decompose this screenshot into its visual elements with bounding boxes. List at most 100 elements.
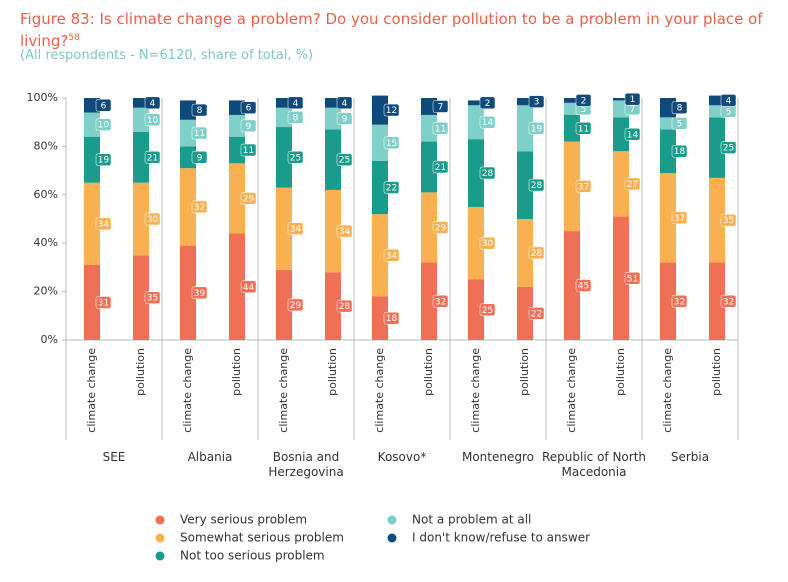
data-label: 2 xyxy=(581,96,587,106)
group-label: Serbia xyxy=(670,450,710,464)
data-label-box xyxy=(671,144,688,158)
data-label-box xyxy=(95,217,112,231)
data-label-box xyxy=(671,211,688,225)
data-label-box xyxy=(144,212,161,226)
data-label-box xyxy=(336,153,353,166)
data-label-box xyxy=(479,236,496,250)
legend-label: Not too serious problem xyxy=(180,549,325,563)
bar-segment xyxy=(613,117,629,152)
data-label-box xyxy=(240,119,257,133)
data-label: 8 xyxy=(293,113,299,123)
data-label: 25 xyxy=(339,156,350,166)
bar-segment xyxy=(517,151,533,219)
data-label: 37 xyxy=(674,214,685,224)
bar-segment xyxy=(133,131,149,183)
bar-segment xyxy=(564,98,580,103)
bar-segment xyxy=(709,95,725,106)
data-label-box xyxy=(528,178,545,192)
bar-segment xyxy=(84,112,100,137)
x-tick-label: pollution xyxy=(134,348,147,396)
bar-segment xyxy=(229,136,245,164)
data-label-box xyxy=(624,92,641,106)
legend-swatch xyxy=(155,551,165,561)
data-label: 25 xyxy=(482,306,493,316)
data-label-box xyxy=(95,118,112,131)
data-label-box xyxy=(528,307,545,320)
data-label-box xyxy=(191,126,208,140)
data-label-box xyxy=(191,200,208,214)
bar-segment xyxy=(564,231,580,340)
data-label-box xyxy=(336,112,353,125)
data-label: 32 xyxy=(674,297,685,307)
bar-segment xyxy=(660,173,676,263)
data-label: 29 xyxy=(290,301,302,311)
bar-segment xyxy=(180,119,196,147)
legend-swatch xyxy=(155,533,165,543)
data-label: 31 xyxy=(98,298,109,308)
bar-segment xyxy=(709,117,725,178)
data-label-box xyxy=(240,280,257,294)
data-label-box xyxy=(671,117,688,130)
data-label-box xyxy=(720,94,737,107)
bar-segment xyxy=(133,98,149,108)
data-label-box xyxy=(575,279,592,292)
data-label: 5 xyxy=(581,105,587,115)
data-label-box xyxy=(287,151,304,164)
data-label: 11 xyxy=(194,129,205,139)
data-label: 44 xyxy=(243,283,255,293)
data-label: 27 xyxy=(627,180,638,190)
x-tick-label: pollution xyxy=(422,348,435,396)
data-label-box xyxy=(432,221,449,234)
data-label: 32 xyxy=(435,297,446,307)
data-label: 29 xyxy=(243,194,255,204)
bar-segment xyxy=(564,114,580,142)
data-label-box xyxy=(671,101,688,114)
bar-segment xyxy=(372,214,388,297)
data-label: 34 xyxy=(98,220,110,230)
data-label: 22 xyxy=(386,184,397,194)
bar-segment xyxy=(180,168,196,246)
x-tick-label: climate change xyxy=(181,348,194,433)
data-label: 7 xyxy=(630,105,636,115)
data-label: 28 xyxy=(482,169,494,179)
data-label-box xyxy=(95,296,112,309)
data-label: 51 xyxy=(627,274,638,284)
x-tick-label: climate change xyxy=(661,348,674,433)
data-label-box xyxy=(336,299,353,313)
data-label: 45 xyxy=(578,282,589,292)
data-label-box xyxy=(720,295,737,308)
bar-segment xyxy=(276,98,292,108)
y-tick-label: 0% xyxy=(41,333,58,346)
x-tick-label: pollution xyxy=(326,348,339,396)
y-tick-label: 60% xyxy=(34,188,58,201)
legend-label: I don't know/refuse to answer xyxy=(412,531,590,545)
bar-segment xyxy=(517,98,533,106)
data-label-box xyxy=(191,151,208,164)
data-label-box xyxy=(287,222,304,235)
bar-segment xyxy=(325,129,341,190)
x-tick-label: pollution xyxy=(614,348,627,396)
data-label: 9 xyxy=(342,115,348,125)
chart-subtitle: (All respondents - N=6120, share of tota… xyxy=(20,48,314,63)
data-label-box xyxy=(383,311,400,325)
bar-segment xyxy=(660,262,676,340)
bar-segment xyxy=(84,136,100,183)
data-label-box xyxy=(144,113,161,127)
data-label: 25 xyxy=(723,144,734,154)
data-label: 28 xyxy=(531,181,543,191)
bar-segment xyxy=(325,107,341,130)
data-label: 4 xyxy=(150,99,156,109)
data-label-box xyxy=(287,298,304,312)
data-label: 8 xyxy=(197,106,203,116)
data-label-box xyxy=(191,286,208,300)
group-label: Republic of North Macedonia xyxy=(541,450,647,479)
data-label: 3 xyxy=(534,98,540,108)
data-label-box xyxy=(479,115,496,129)
legend-swatch xyxy=(387,533,397,543)
data-label-box xyxy=(287,96,304,110)
data-label-box xyxy=(287,111,304,124)
bar-segment xyxy=(276,187,292,270)
data-label-box xyxy=(624,272,641,285)
data-label: 15 xyxy=(386,139,397,149)
